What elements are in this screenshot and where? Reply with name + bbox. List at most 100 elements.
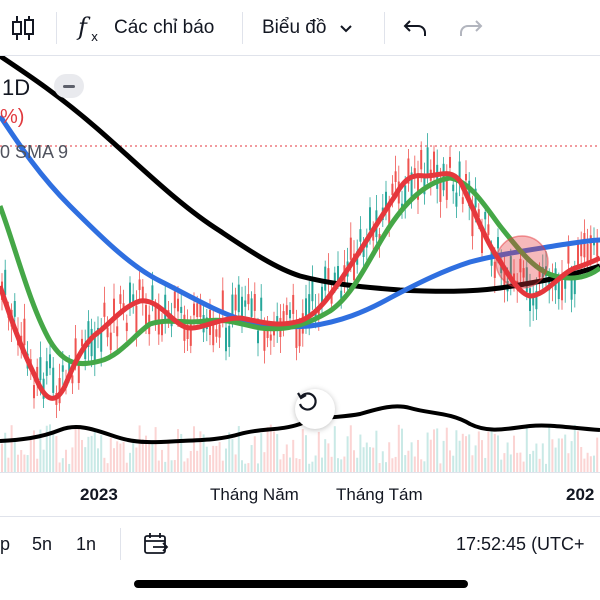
volume-bar: [375, 430, 378, 472]
volume-bar: [279, 459, 282, 472]
volume-bar: [103, 457, 106, 472]
volume-bar: [52, 432, 55, 472]
candle-body: [487, 224, 490, 235]
volume-bar: [538, 458, 541, 472]
price-chart[interactable]: 1D %) 0 SMA 9: [0, 56, 600, 472]
volume-bar: [113, 448, 115, 472]
range-button-1y[interactable]: 1n: [76, 533, 97, 554]
candle-body: [250, 298, 253, 317]
candle-body: [461, 197, 464, 204]
volume-bar: [407, 450, 410, 472]
sma-red-line: [0, 171, 600, 401]
volume-bar: [237, 426, 240, 472]
volume-bar: [250, 445, 253, 472]
volume-bar: [244, 463, 247, 472]
volume-bar: [343, 456, 346, 472]
candle-body: [548, 276, 551, 291]
x-tick-2023: 2023: [80, 485, 118, 504]
candle-body: [23, 318, 26, 346]
volume-bar: [81, 439, 83, 472]
candle-body: [353, 253, 355, 281]
sma-legend-label[interactable]: 0 SMA 9: [0, 142, 69, 162]
volume-bar: [525, 426, 528, 472]
volume-bar: [548, 426, 551, 472]
time-axis[interactable]: 2023 Tháng Năm Tháng Tám 202: [0, 472, 600, 516]
candle-body: [74, 338, 77, 361]
volume-bar: [391, 458, 394, 472]
volume-bar: [135, 447, 138, 472]
indicators-button[interactable]: f x Các chỉ báo: [76, 0, 214, 56]
interval-label[interactable]: 1D: [2, 75, 31, 100]
candlestick-button[interactable]: [10, 0, 40, 56]
volume-bar: [7, 457, 10, 472]
candle-body: [193, 303, 195, 316]
volume-bar: [36, 458, 39, 472]
candle-body: [177, 298, 179, 312]
volume-bar: [1, 443, 3, 472]
candle-body: [289, 309, 291, 319]
volume-bar: [45, 425, 48, 472]
volume-bar: [170, 460, 173, 472]
volume-bar: [503, 453, 506, 472]
volume-bar: [314, 455, 317, 472]
reset-chart-button[interactable]: [295, 389, 335, 429]
volume-bar: [29, 438, 32, 472]
candle-body: [452, 184, 455, 192]
candle-body: [196, 303, 199, 318]
volume-bar: [167, 443, 170, 472]
candle-body: [589, 235, 592, 261]
candle-body: [237, 284, 240, 313]
volume-bar: [17, 454, 19, 472]
volume-bar: [145, 435, 147, 472]
candle-body: [477, 209, 480, 218]
volume-bar: [497, 435, 499, 472]
legend-collapse-button[interactable]: [54, 74, 84, 98]
highlight-marker[interactable]: [495, 235, 549, 289]
candle-body: [417, 173, 419, 200]
candle-body: [81, 338, 83, 347]
volume-bar: [509, 454, 512, 472]
volume-bar: [39, 429, 42, 472]
candle-body: [135, 305, 138, 333]
candle-body: [561, 274, 563, 301]
volume-bar: [545, 463, 547, 472]
candle-body: [186, 324, 189, 340]
volume-bar: [519, 452, 522, 472]
sma-blue-line: [0, 114, 600, 330]
volume-bar: [394, 456, 397, 472]
clock-label[interactable]: 17:52:45 (UTC+: [456, 533, 585, 554]
candle-body: [519, 258, 522, 273]
volume-bar: [202, 434, 205, 472]
volume-bar: [116, 441, 119, 472]
volume-bar: [109, 437, 112, 472]
candle-body: [407, 158, 410, 184]
volume-bar: [327, 443, 330, 472]
redo-button[interactable]: [458, 0, 484, 56]
candle-body: [385, 191, 387, 212]
range-button-5y[interactable]: 5n: [32, 533, 53, 554]
volume-bar: [433, 429, 435, 472]
volume-bar: [209, 455, 211, 472]
volume-bar: [65, 449, 67, 472]
chart-type-button[interactable]: Biểu đồ: [262, 0, 356, 56]
candle-body: [33, 385, 35, 399]
candle-body: [173, 291, 176, 309]
volume-bar: [186, 458, 189, 472]
volume-bar: [401, 428, 403, 472]
volume-bar: [410, 442, 413, 472]
range-button-partial[interactable]: p: [0, 533, 11, 554]
chart-canvas[interactable]: [0, 56, 600, 472]
candle-body: [308, 294, 311, 320]
candle-body: [522, 268, 525, 278]
goto-date-button[interactable]: [142, 517, 170, 571]
undo-button[interactable]: [402, 0, 428, 56]
volume-bar: [500, 459, 503, 472]
volume-bar: [577, 431, 579, 472]
volume-bar: [189, 450, 192, 472]
volume-bar: [458, 440, 461, 472]
candle-body: [509, 256, 512, 281]
volume-bar: [141, 439, 144, 472]
volume-bar: [369, 447, 371, 472]
candle-body: [241, 296, 243, 319]
volume-bar: [429, 439, 432, 472]
